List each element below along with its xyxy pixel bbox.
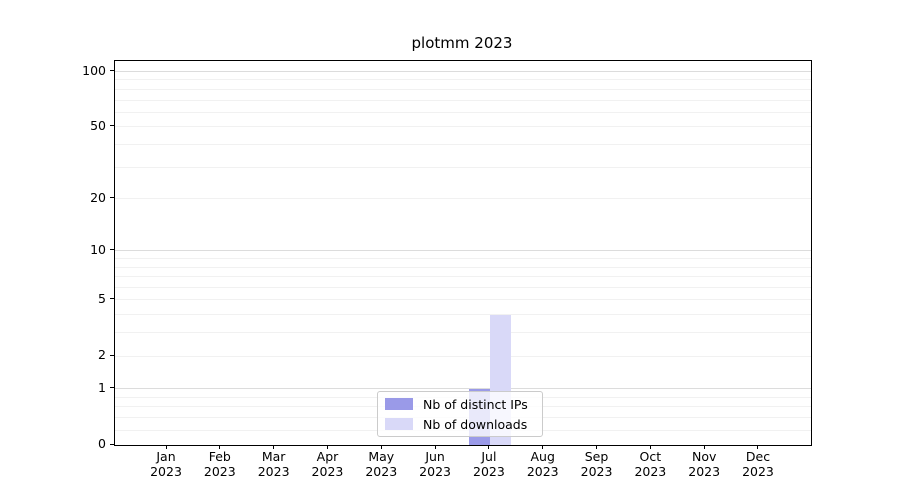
x-tick <box>165 445 167 449</box>
x-tick <box>273 445 275 449</box>
x-tick-label: Sep 2023 <box>580 449 613 479</box>
y-minor-gridline <box>115 79 811 81</box>
y-minor-gridline <box>115 88 811 90</box>
x-tick <box>649 445 651 449</box>
chart-title: plotmm 2023 <box>411 34 513 52</box>
legend-item-downloads: Nb of downloads <box>385 414 542 434</box>
y-minor-gridline <box>115 111 811 113</box>
y-tick <box>110 387 114 389</box>
y-major-gridline <box>115 388 811 390</box>
plot-area <box>114 60 812 446</box>
y-tick-label: 20 <box>90 189 106 205</box>
y-tick <box>110 70 114 71</box>
legend-swatch-distinct-ips-icon <box>385 398 413 410</box>
x-tick-label: Feb 2023 <box>203 449 236 479</box>
x-tick-label: Jul 2023 <box>473 449 505 479</box>
x-tick <box>703 445 705 449</box>
y-minor-gridline <box>115 314 811 316</box>
x-tick <box>434 445 436 449</box>
x-tick <box>488 445 490 449</box>
x-tick <box>542 445 544 449</box>
legend-swatch-downloads-icon <box>385 418 413 430</box>
y-tick-label: 1 <box>98 379 106 395</box>
y-tick-label: 0 <box>98 436 106 451</box>
y-minor-gridline <box>115 287 811 289</box>
legend-label-downloads: Nb of downloads <box>423 416 528 432</box>
y-tick-label: 50 <box>90 117 106 133</box>
legend: Nb of distinct IPs Nb of downloads <box>377 391 543 437</box>
y-minor-gridline <box>115 276 811 278</box>
x-tick-label: Jun 2023 <box>419 449 451 479</box>
y-tick <box>110 354 114 356</box>
x-tick-label: Mar 2023 <box>257 449 290 479</box>
y-minor-gridline <box>115 332 811 334</box>
y-tick-label: 10 <box>90 241 106 257</box>
y-tick <box>110 197 114 199</box>
y-tick-label: 100 <box>82 62 106 78</box>
x-tick <box>380 445 382 449</box>
y-major-gridline <box>115 250 811 252</box>
y-minor-gridline <box>115 258 811 260</box>
legend-label-distinct-ips: Nb of distinct IPs <box>423 396 528 412</box>
y-minor-gridline <box>115 99 811 101</box>
y-minor-gridline <box>115 126 811 128</box>
y-minor-gridline <box>115 355 811 357</box>
y-minor-gridline <box>115 198 811 200</box>
y-minor-gridline <box>115 166 811 168</box>
legend-item-distinct-ips: Nb of distinct IPs <box>385 394 542 414</box>
x-tick <box>757 445 759 449</box>
x-tick <box>326 445 328 449</box>
y-tick-label: 5 <box>98 290 106 306</box>
y-tick <box>110 125 114 127</box>
y-tick <box>110 249 114 251</box>
x-tick-label: Nov 2023 <box>688 449 721 479</box>
x-tick <box>596 445 598 449</box>
y-minor-gridline <box>115 299 811 301</box>
y-tick <box>110 443 114 445</box>
y-minor-gridline <box>115 266 811 268</box>
x-tick <box>219 445 221 449</box>
x-tick-label: Jan 2023 <box>150 449 182 479</box>
y-tick <box>110 298 114 300</box>
y-minor-gridline <box>115 143 811 145</box>
x-tick-label: May 2023 <box>365 449 398 479</box>
x-tick-label: Dec 2023 <box>742 449 774 479</box>
y-major-gridline <box>115 71 811 72</box>
x-tick-label: Aug 2023 <box>526 449 559 479</box>
x-tick-label: Apr 2023 <box>311 449 344 479</box>
x-tick-label: Oct 2023 <box>634 449 667 479</box>
y-tick-label: 2 <box>98 347 106 363</box>
